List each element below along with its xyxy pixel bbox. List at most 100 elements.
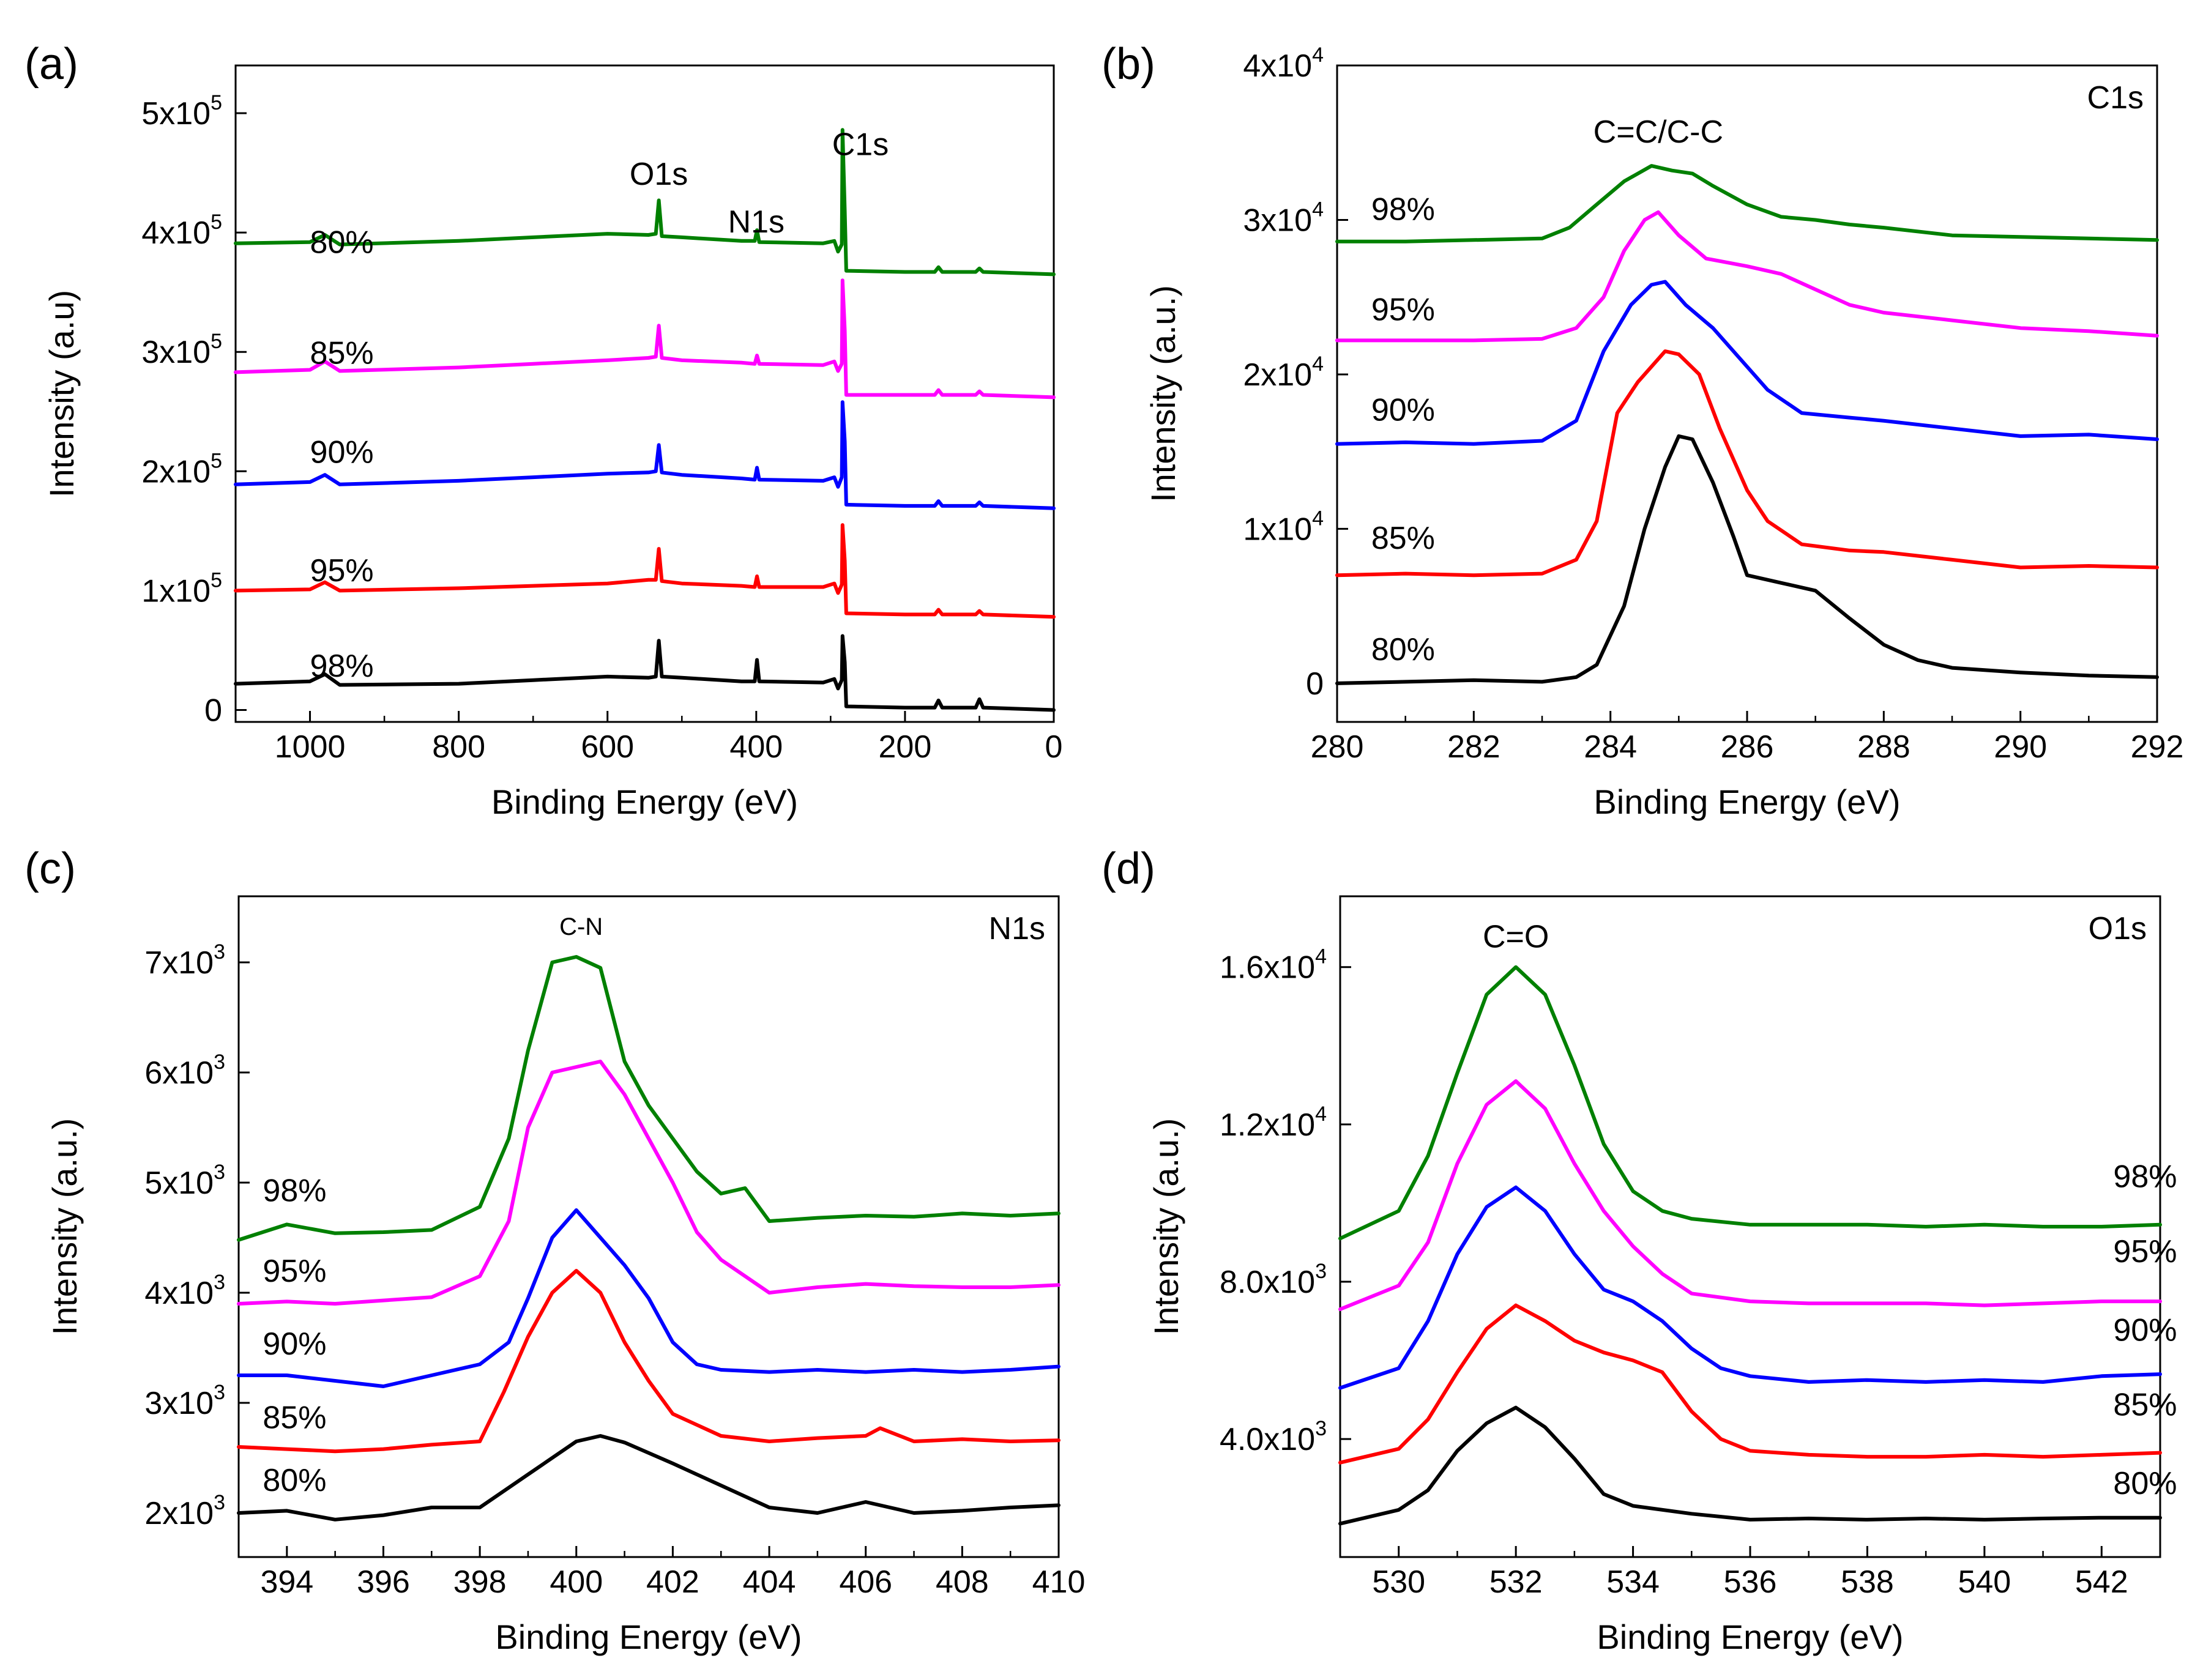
series-label: 80% <box>263 1463 326 1498</box>
y-tick-label: 4.0x103 <box>1220 1417 1327 1457</box>
y-tick-exponent: 3 <box>214 1161 225 1184</box>
y-tick-mantissa: 2x10 <box>1243 357 1312 393</box>
y-tick-label: 4x104 <box>1243 43 1324 84</box>
panel-b: (b)280 282 284 286 288 290 29201x1042x1043x104… <box>1102 40 2183 821</box>
y-tick-label: 1x105 <box>141 568 222 609</box>
y-axis-label: Intensity (a.u.) <box>1147 1118 1185 1336</box>
x-tick-label: 406 <box>839 1564 892 1600</box>
y-tick-exponent: 3 <box>1315 1417 1327 1440</box>
y-tick-label: 0 <box>204 693 222 728</box>
corner-label: N1s <box>989 911 1045 946</box>
series-line-95pct <box>1335 210 2159 343</box>
series-label: 95% <box>310 553 374 589</box>
y-tick-label: 3x104 <box>1243 198 1324 238</box>
series-label: 98% <box>310 649 374 684</box>
x-tick-label: 530 <box>1372 1564 1425 1600</box>
series-label: 95% <box>263 1254 326 1289</box>
series-line-80pct <box>234 128 1056 277</box>
y-tick-mantissa: 1x10 <box>141 573 211 609</box>
x-axis-label: Binding Energy (eV) <box>491 782 798 821</box>
series-line-98pct <box>237 955 1060 1242</box>
x-tick-label: 200 <box>879 729 932 765</box>
y-tick-label: 5x105 <box>141 91 222 132</box>
series-label: 98% <box>1371 191 1435 227</box>
panel-label: (b) <box>1102 40 1155 89</box>
x-axis-label: Binding Energy (eV) <box>1594 782 1900 821</box>
y-tick-mantissa: 7x10 <box>144 945 214 981</box>
x-tick-label: 394 <box>260 1564 313 1600</box>
x-tick-label: 800 <box>432 729 485 765</box>
x-tick-label: 536 <box>1724 1564 1777 1600</box>
y-tick-label: 1x104 <box>1243 507 1324 547</box>
corner-label: O1s <box>2089 911 2147 946</box>
y-tick-mantissa: 2x10 <box>144 1496 214 1531</box>
y-axis-label: Intensity (a.u) <box>42 290 81 497</box>
series-line-98pct <box>234 634 1056 712</box>
y-tick-exponent: 4 <box>1315 945 1327 968</box>
panel-label: (a) <box>24 40 78 89</box>
series-label: 85% <box>263 1400 326 1435</box>
y-tick-mantissa: 8.0x10 <box>1220 1265 1315 1300</box>
series-label: 95% <box>2113 1234 2177 1269</box>
y-tick-label: 1.6x104 <box>1220 945 1327 986</box>
x-tick-label: 398 <box>453 1564 507 1600</box>
series-label: 90% <box>310 435 374 470</box>
series-label: 90% <box>2113 1312 2177 1348</box>
y-tick-exponent: 4 <box>1312 507 1324 530</box>
series-line-95pct <box>234 523 1056 619</box>
y-tick-mantissa: 4.0x10 <box>1220 1422 1315 1457</box>
x-tick-label: 540 <box>1958 1564 2011 1600</box>
plot-frame <box>234 64 1055 723</box>
series-label: 80% <box>2113 1466 2177 1501</box>
y-tick-mantissa: 0 <box>1306 666 1324 702</box>
x-tick-label: 280 <box>1311 729 1364 765</box>
panel-c: (c)394 396 398 400 402 404 406 408 4102x1033x103… <box>24 844 1085 1656</box>
y-tick-exponent: 3 <box>214 940 225 964</box>
y-tick-mantissa: 4x10 <box>1243 48 1312 84</box>
x-tick-label: 600 <box>581 729 634 765</box>
y-tick-mantissa: 5x10 <box>141 96 211 132</box>
x-tick-label: 396 <box>357 1564 410 1600</box>
panel-label: (c) <box>24 844 76 893</box>
y-tick-label: 3x105 <box>141 330 222 370</box>
panel-d: (d)530 532 534 536 538 540 5424.0x1038.0x1031.… <box>1102 844 2177 1656</box>
peak-label: C=O <box>1483 920 1549 955</box>
x-tick-label: 408 <box>936 1564 989 1600</box>
y-tick-mantissa: 0 <box>204 693 222 728</box>
y-tick-label: 7x103 <box>144 940 225 981</box>
series-line-90pct <box>237 1208 1060 1388</box>
x-axis-label: Binding Energy (eV) <box>1597 1618 1903 1656</box>
series-line-95pct <box>1338 1079 2162 1311</box>
series-line-98pct <box>1335 164 2159 243</box>
x-tick-label: 538 <box>1841 1564 1894 1600</box>
x-tick-label: 532 <box>1489 1564 1543 1600</box>
y-tick-mantissa: 3x10 <box>144 1386 214 1421</box>
plot-frame <box>1336 64 2158 723</box>
x-tick-label: 400 <box>729 729 783 765</box>
series-line-98pct <box>1338 965 2162 1241</box>
x-axis-label: Binding Energy (eV) <box>495 1618 802 1656</box>
series-label: 98% <box>263 1173 326 1209</box>
y-tick-exponent: 3 <box>1315 1260 1327 1283</box>
peak-label: N1s <box>728 204 785 240</box>
x-tick-label: 292 <box>2131 729 2184 765</box>
y-tick-exponent: 3 <box>214 1491 225 1514</box>
x-tick-label: 288 <box>1857 729 1910 765</box>
y-tick-label: 1.2x104 <box>1220 1102 1327 1143</box>
series-line-85pct <box>234 278 1056 400</box>
y-tick-exponent: 3 <box>214 1381 225 1404</box>
x-tick-label: 402 <box>646 1564 699 1600</box>
y-tick-exponent: 3 <box>214 1271 225 1294</box>
y-tick-mantissa: 6x10 <box>144 1055 214 1091</box>
panel-label: (d) <box>1102 844 1155 893</box>
series-label: 90% <box>263 1326 326 1362</box>
y-axis-label: Intensity (a.u.) <box>1144 285 1182 502</box>
x-tick-label: 284 <box>1584 729 1637 765</box>
y-tick-label: 5x103 <box>144 1161 225 1201</box>
series-label: 80% <box>310 225 374 260</box>
y-tick-label: 3x103 <box>144 1381 225 1421</box>
y-tick-exponent: 5 <box>211 330 222 353</box>
series-line-85pct <box>1335 349 2159 578</box>
y-tick-label: 0 <box>1306 666 1324 702</box>
y-tick-mantissa: 1.2x10 <box>1220 1107 1315 1143</box>
